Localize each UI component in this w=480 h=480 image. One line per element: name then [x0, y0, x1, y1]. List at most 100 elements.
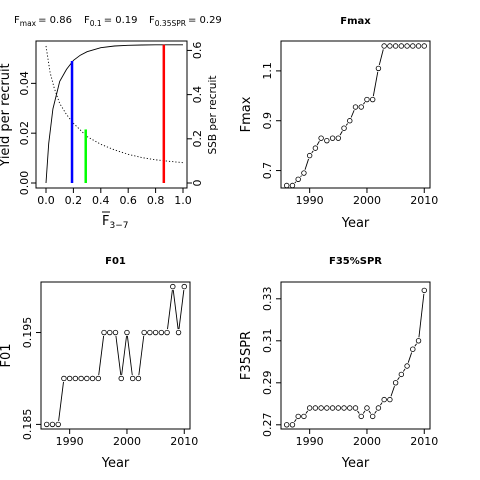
reference-point-value: F0.1 = 0.19 [84, 15, 138, 28]
y-right-tick-label: 0.6 [191, 42, 204, 60]
data-point [118, 375, 124, 382]
plot-frame [280, 281, 431, 430]
x-tick-label: 2000 [353, 435, 381, 448]
reference-point-number: = 0.86 [38, 15, 72, 26]
x-tick-label: 0.8 [147, 194, 165, 207]
data-point [404, 43, 410, 49]
data-point [364, 96, 370, 103]
y-tick-label: 0.27 [261, 413, 274, 438]
data-point [175, 329, 182, 336]
series-line-segment [98, 335, 105, 376]
data-point [352, 405, 359, 411]
data-point [421, 287, 427, 294]
data-point [375, 65, 382, 72]
series-line-segment [402, 368, 406, 372]
series-line-segment [316, 140, 320, 146]
data-point [284, 182, 290, 189]
series-line-segment [378, 49, 384, 66]
data-point [364, 405, 370, 411]
data-point [324, 405, 330, 411]
reference-point-subscript: 0.35SPR [155, 19, 186, 28]
data-point [398, 371, 405, 378]
data-point [415, 43, 422, 49]
data-point [289, 182, 296, 189]
y-axis-label: F35SPR [239, 331, 254, 380]
panel-title: Fmax [340, 16, 371, 27]
data-point [152, 329, 159, 336]
data-point [415, 338, 422, 344]
reference-point-number: = 0.19 [104, 15, 138, 26]
data-point [318, 405, 324, 411]
reference-point-value: Fmax = 0.86 [14, 15, 72, 28]
series-line-segment [126, 335, 133, 376]
series-line-segment [397, 377, 400, 381]
data-point [352, 104, 359, 110]
x-tick-label: 1990 [296, 194, 324, 207]
x-axis-label-subscript: 3−7 [109, 221, 128, 231]
x-tick-label: 1.0 [174, 194, 192, 207]
series-line-segment [294, 181, 297, 184]
y-tick-label: 0.7 [261, 162, 274, 180]
data-point [55, 421, 61, 428]
series-line-segment [138, 335, 145, 376]
series-line-segment [304, 158, 309, 170]
data-point [112, 329, 119, 336]
reference-point-symbol: F [84, 15, 90, 26]
series-line-segment [311, 150, 314, 154]
f01-panel: 1990 2000 2010 0.185 0.195 F01 Year F01 [0, 256, 198, 471]
data-point [84, 375, 90, 382]
x-axis-label: Year [341, 216, 370, 231]
data-point [387, 43, 393, 49]
series-line-segment [372, 71, 379, 97]
series-line-segment [350, 110, 355, 118]
reference-point-symbol: F [14, 15, 20, 26]
x-tick-label: 0.6 [119, 194, 137, 207]
x-tick-label: 1990 [296, 435, 324, 448]
y-axis-label: F01 [0, 343, 14, 367]
data-point [341, 125, 347, 131]
series-line-segment [357, 410, 360, 414]
y-right-axis-label: SSB per recruit [207, 76, 219, 155]
x-axis-label: Year [101, 456, 130, 471]
y-tick-label: 0.195 [21, 317, 34, 349]
x-tick-label: 0.0 [37, 194, 55, 207]
data-point [318, 135, 324, 141]
data-point [147, 329, 153, 336]
data-point [181, 283, 187, 290]
data-point [347, 118, 353, 124]
x-tick-label: 0.4 [92, 194, 110, 207]
series-line-segment [368, 410, 372, 414]
y-tick-label: 0.31 [261, 329, 274, 354]
data-point [358, 413, 364, 420]
data-point [398, 43, 405, 49]
y-tick-label: 0.29 [261, 371, 274, 396]
plot-frame [280, 40, 431, 189]
data-point [324, 137, 330, 144]
data-point [158, 329, 165, 336]
y-axis-label: Fmax [239, 96, 254, 132]
data-point [141, 329, 147, 336]
data-point [107, 329, 113, 336]
data-point [421, 43, 427, 49]
series-line-segment [172, 290, 179, 330]
reference-point-number: = 0.29 [188, 15, 222, 26]
data-point [369, 96, 376, 103]
data-point [312, 145, 319, 151]
data-point [289, 422, 296, 428]
series-line-segment [363, 102, 366, 105]
x-tick-label: 2000 [113, 435, 141, 448]
y-tick-label: 0.185 [21, 409, 34, 441]
series-line-segment [305, 410, 309, 414]
data-point [295, 176, 301, 182]
y-right-tick-label: 0.4 [191, 86, 204, 104]
y-tick-label: 0.00 [18, 171, 31, 196]
y-tick-label: 0.9 [261, 112, 274, 130]
series-line-segment [121, 335, 127, 376]
f35spr-panel: 1990 2000 2010 0.27 0.29 0.31 0.33 F35%SPR Year F… [239, 256, 438, 471]
x-tick-label: 1990 [56, 435, 84, 448]
x-axis-label-base: F [102, 214, 109, 229]
reference-point-value: F0.35SPR = 0.29 [149, 15, 222, 28]
x-tick-label: 2010 [170, 435, 198, 448]
x-axis-label: Year [341, 456, 370, 471]
